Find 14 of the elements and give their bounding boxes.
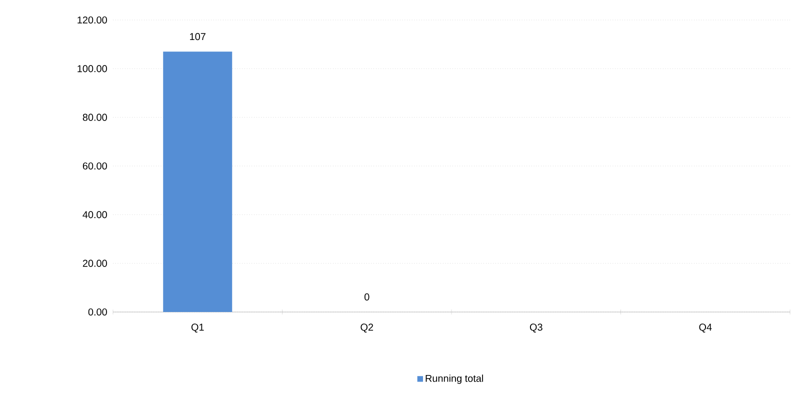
legend-label: Running total bbox=[426, 374, 484, 384]
x-tick-label: Q4 bbox=[699, 324, 712, 332]
data-label: 107 bbox=[190, 33, 206, 40]
y-tick-label: 0.00 bbox=[88, 308, 107, 316]
x-tick-label: Q3 bbox=[530, 324, 542, 332]
y-tick-label: 120.00 bbox=[78, 16, 107, 24]
y-tick-label: 40.00 bbox=[82, 211, 107, 218]
y-tick-label: 100.00 bbox=[78, 65, 107, 72]
y-tick-label: 60.00 bbox=[82, 162, 107, 170]
x-tick-label: Q2 bbox=[360, 324, 374, 332]
y-tick-label: 20.00 bbox=[82, 260, 107, 267]
y-tick-label: 80.00 bbox=[82, 114, 107, 121]
data-label: 0 bbox=[364, 293, 370, 300]
x-tick-label: Q1 bbox=[191, 324, 204, 332]
